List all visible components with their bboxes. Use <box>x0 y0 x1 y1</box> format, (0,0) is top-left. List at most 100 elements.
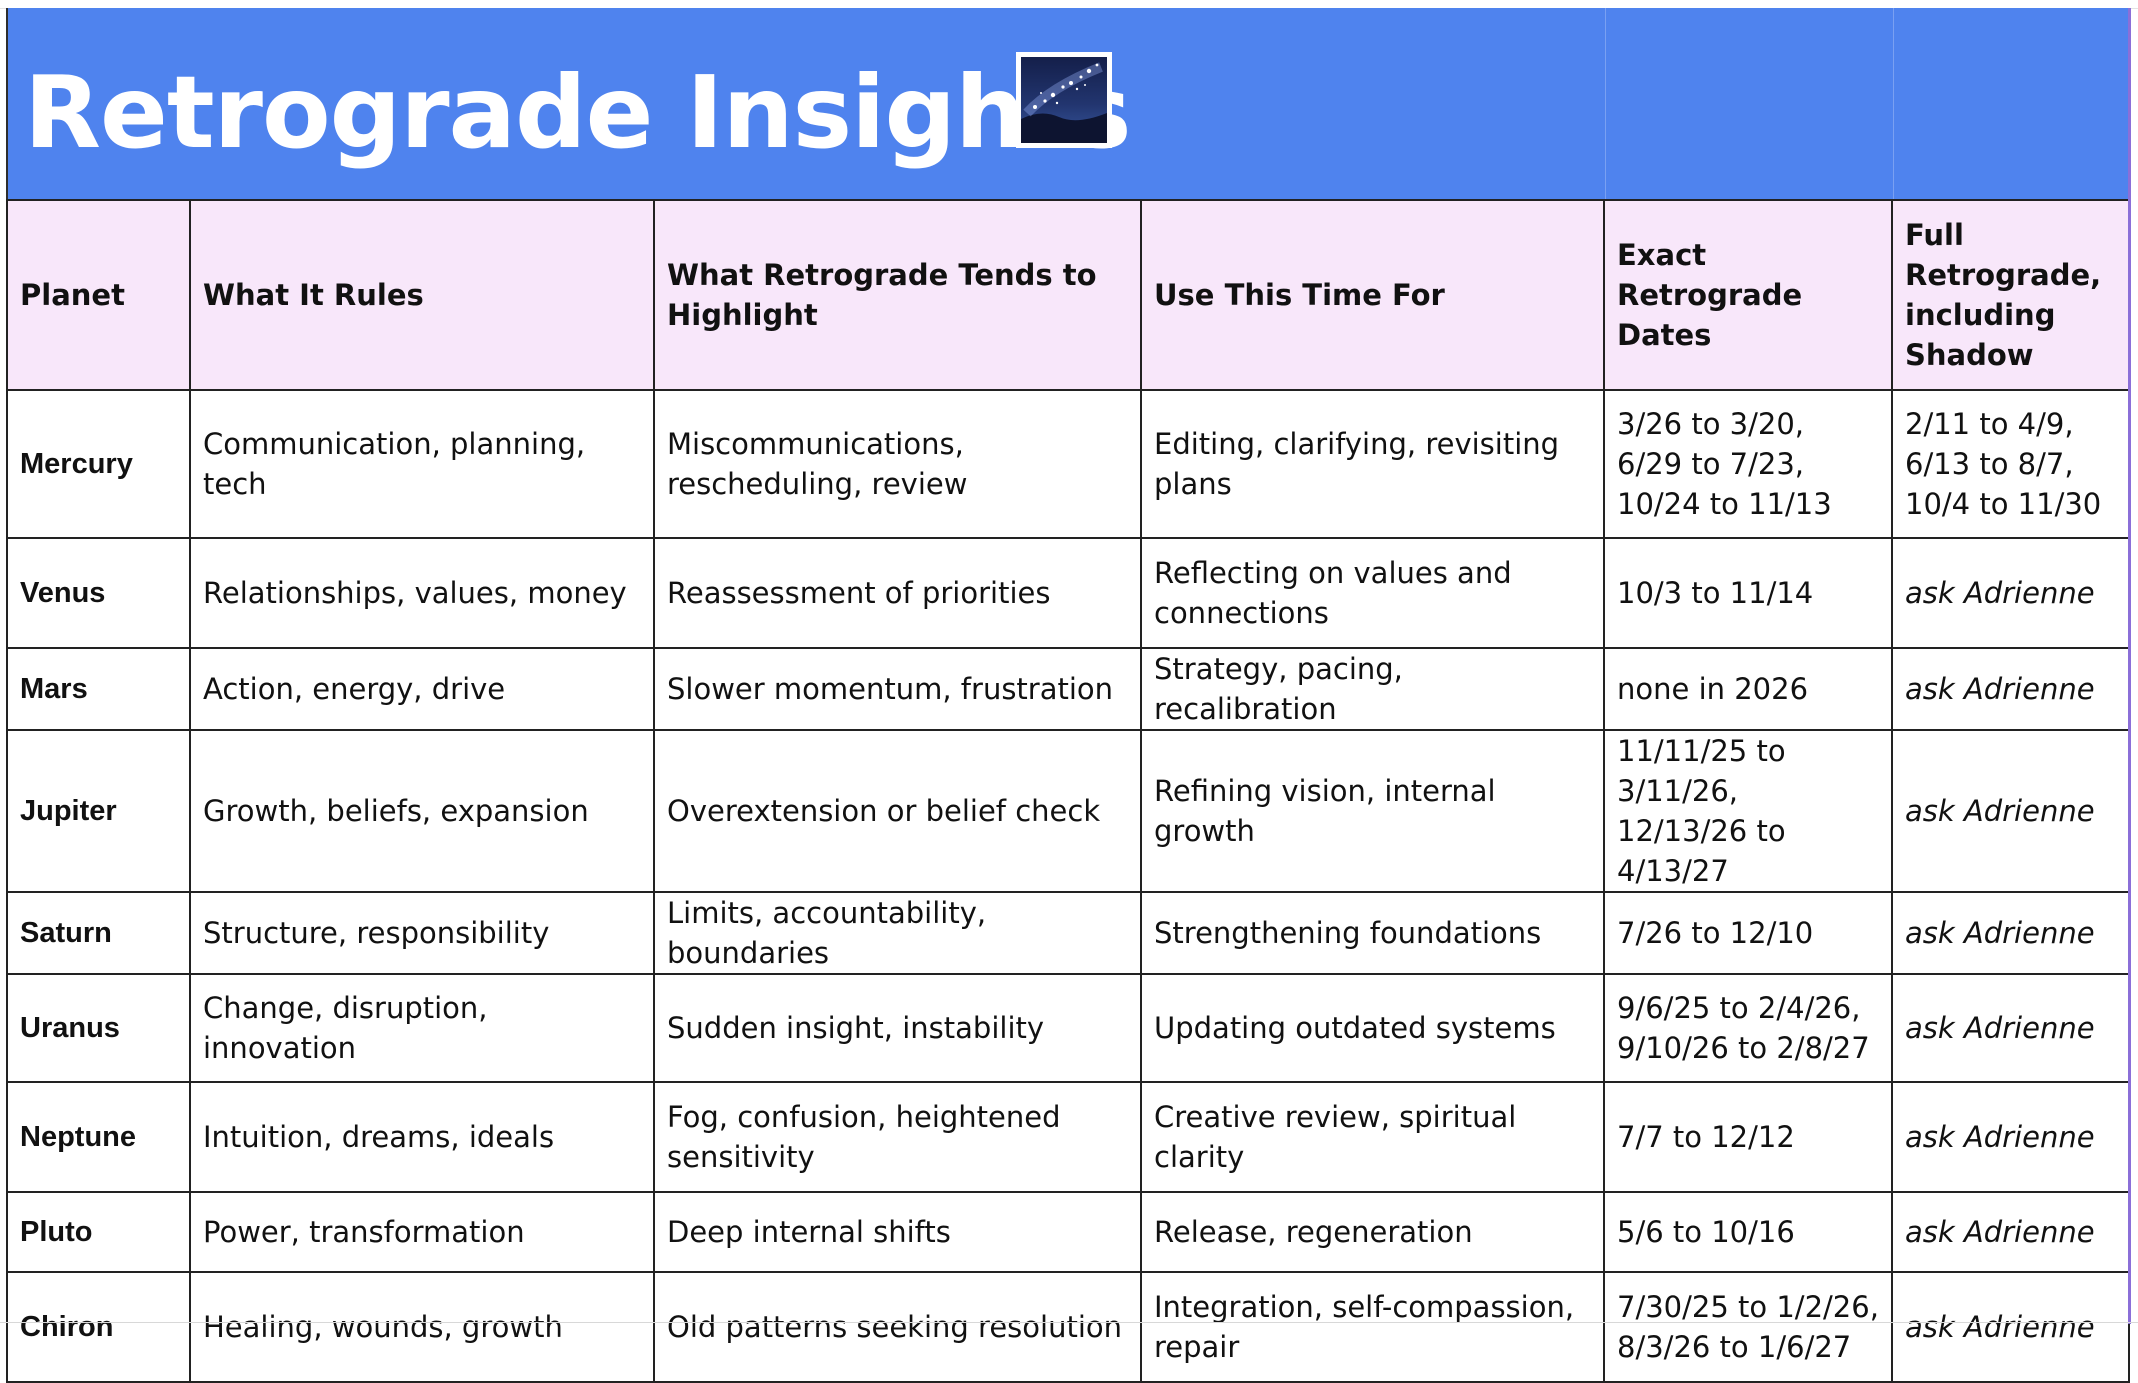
planet-cell[interactable]: Mars <box>6 647 191 731</box>
highlight-cell[interactable]: Overextension or belief check <box>653 729 1142 893</box>
shadow-range-line: ask Adrienne <box>1905 1011 2095 1045</box>
use-cell[interactable]: Editing, clarifying, revisiting plans <box>1140 389 1605 539</box>
highlight-cell[interactable]: Miscommunications, rescheduling, review <box>653 389 1142 539</box>
date-range-line: 7/26 to 12/10 <box>1617 916 1814 950</box>
header-row: Planet What It Rules What Retrograde Ten… <box>6 199 2130 391</box>
rules-cell[interactable]: Intuition, dreams, ideals <box>189 1081 655 1193</box>
rules-cell[interactable]: Relationships, values, money <box>189 537 655 649</box>
exact-dates-cell[interactable]: 3/26 to 3/20, 6/29 to 7/23, 10/24 to 11/13 <box>1603 389 1893 539</box>
planet-cell[interactable]: Chiron <box>6 1271 191 1383</box>
table-row: Venus Relationships, values, money Reasses… <box>6 537 2130 649</box>
highlight-cell[interactable]: Old patterns seeking resolution <box>653 1271 1142 1383</box>
sheet-bottom-gridline <box>0 1322 2138 1323</box>
date-range-line: 3/26 to 3/20, <box>1617 407 1805 441</box>
date-range-line: 10/24 to 11/13 <box>1617 487 1832 521</box>
exact-dates-cell[interactable]: none in 2026 <box>1603 647 1893 731</box>
full-shadow-cell[interactable]: ask Adrienne <box>1891 537 2130 649</box>
date-range-line: 10/3 to 11/14 <box>1617 576 1814 610</box>
rules-cell[interactable]: Change, disruption, innovation <box>189 973 655 1083</box>
date-range-line: 9/10/26 to 2/8/27 <box>1617 1031 1870 1065</box>
date-range-line: 5/6 to 10/16 <box>1617 1215 1795 1249</box>
rules-cell[interactable]: Healing, wounds, growth <box>189 1271 655 1383</box>
full-shadow-cell[interactable]: ask Adrienne <box>1891 647 2130 731</box>
use-cell[interactable]: Strategy, pacing, recalibration <box>1140 647 1605 731</box>
shadow-range-line: ask Adrienne <box>1905 1120 2095 1154</box>
banner-cell-divider <box>1893 8 1894 199</box>
planet-cell[interactable]: Venus <box>6 537 191 649</box>
use-cell[interactable]: Creative review, spiritual clarity <box>1140 1081 1605 1193</box>
rules-cell[interactable]: Power, transformation <box>189 1191 655 1273</box>
table-row: Mercury Communication, planning, tech Misc… <box>6 389 2130 539</box>
highlight-cell[interactable]: Slower momentum, frustration <box>653 647 1142 731</box>
exact-dates-cell[interactable]: 11/11/25 to 3/11/26, 12/13/26 to 4/13/27 <box>1603 729 1893 893</box>
rules-cell[interactable]: Structure, responsibility <box>189 891 655 975</box>
banner-cell-divider <box>1605 8 1606 199</box>
date-range-line: 7/7 to 12/12 <box>1617 1120 1795 1154</box>
use-cell[interactable]: Strengthening foundations <box>1140 891 1605 975</box>
exact-dates-cell[interactable]: 10/3 to 11/14 <box>1603 537 1893 649</box>
table-row: Saturn Structure, responsibility Limits, a… <box>6 891 2130 975</box>
use-cell[interactable]: Updating outdated systems <box>1140 973 1605 1083</box>
column-header-rules[interactable]: What It Rules <box>189 199 655 391</box>
highlight-cell[interactable]: Reassessment of priorities <box>653 537 1142 649</box>
highlight-cell[interactable]: Sudden insight, instability <box>653 973 1142 1083</box>
use-cell[interactable]: Release, regeneration <box>1140 1191 1605 1273</box>
date-range-line: none in 2026 <box>1617 672 1809 706</box>
highlight-cell[interactable]: Limits, accountability, boundaries <box>653 891 1142 975</box>
use-cell[interactable]: Refining vision, internal growth <box>1140 729 1605 893</box>
full-shadow-cell[interactable]: ask Adrienne <box>1891 1081 2130 1193</box>
exact-dates-cell[interactable]: 7/30/25 to 1/2/26, 8/3/26 to 1/6/27 <box>1603 1271 1893 1383</box>
shadow-range-line: 6/13 to 8/7, <box>1905 447 2074 481</box>
full-shadow-cell[interactable]: ask Adrienne <box>1891 1191 2130 1273</box>
planet-cell[interactable]: Pluto <box>6 1191 191 1273</box>
date-range-line: 8/3/26 to 1/6/27 <box>1617 1330 1852 1364</box>
retrograde-table: Planet What It Rules What Retrograde Ten… <box>6 199 2130 1383</box>
shadow-range-line: ask Adrienne <box>1905 1310 2095 1344</box>
shadow-range-line: 2/11 to 4/9, <box>1905 407 2074 441</box>
table-row: Mars Action, energy, drive Slower momentum… <box>6 647 2130 731</box>
table-row: Pluto Power, transformation Deep internal … <box>6 1191 2130 1273</box>
date-range-line: 12/13/26 to 4/13/27 <box>1617 814 1786 888</box>
column-header-exact-dates[interactable]: Exact Retrograde Dates <box>1603 199 1893 391</box>
column-header-highlight[interactable]: What Retrograde Tends to Highlight <box>653 199 1142 391</box>
date-range-line: 9/6/25 to 2/4/26, <box>1617 991 1861 1025</box>
spreadsheet: Retrograde Insights <box>6 8 2130 1383</box>
planet-cell[interactable]: Neptune <box>6 1081 191 1193</box>
exact-dates-cell[interactable]: 5/6 to 10/16 <box>1603 1191 1893 1273</box>
shadow-range-line: 10/4 to 11/30 <box>1905 487 2102 521</box>
planet-cell[interactable]: Mercury <box>6 389 191 539</box>
highlight-cell[interactable]: Deep internal shifts <box>653 1191 1142 1273</box>
table-row: Chiron Healing, wounds, growth Old pattern… <box>6 1271 2130 1383</box>
use-cell[interactable]: Reflecting on values and connections <box>1140 537 1605 649</box>
selection-edge <box>2128 8 2131 1324</box>
exact-dates-cell[interactable]: 7/26 to 12/10 <box>1603 891 1893 975</box>
full-shadow-cell[interactable]: ask Adrienne <box>1891 891 2130 975</box>
full-shadow-cell[interactable]: 2/11 to 4/9, 6/13 to 8/7, 10/4 to 11/30 <box>1891 389 2130 539</box>
exact-dates-cell[interactable]: 9/6/25 to 2/4/26, 9/10/26 to 2/8/27 <box>1603 973 1893 1083</box>
rules-cell[interactable]: Growth, beliefs, expansion <box>189 729 655 893</box>
column-header-full-shadow[interactable]: Full Retrograde, including Shadow <box>1891 199 2130 391</box>
full-shadow-cell[interactable]: ask Adrienne <box>1891 973 2130 1083</box>
milky-way-icon <box>1016 52 1112 148</box>
rules-cell[interactable]: Action, energy, drive <box>189 647 655 731</box>
table-row: Neptune Intuition, dreams, ideals Fog, con… <box>6 1081 2130 1193</box>
planet-cell[interactable]: Jupiter <box>6 729 191 893</box>
highlight-cell[interactable]: Fog, confusion, heightened sensitivity <box>653 1081 1142 1193</box>
shadow-range-line: ask Adrienne <box>1905 576 2095 610</box>
full-shadow-cell[interactable]: ask Adrienne <box>1891 1271 2130 1383</box>
exact-dates-cell[interactable]: 7/7 to 12/12 <box>1603 1081 1893 1193</box>
full-shadow-cell[interactable]: ask Adrienne <box>1891 729 2130 893</box>
rules-cell[interactable]: Communication, planning, tech <box>189 389 655 539</box>
date-range-line: 11/11/25 to 3/11/26, <box>1617 734 1786 808</box>
page-title: Retrograde Insights <box>24 54 1132 171</box>
planet-cell[interactable]: Saturn <box>6 891 191 975</box>
table-row: Jupiter Growth, beliefs, expansion Overext… <box>6 729 2130 893</box>
column-header-use[interactable]: Use This Time For <box>1140 199 1605 391</box>
shadow-range-line: ask Adrienne <box>1905 794 2095 828</box>
column-header-planet[interactable]: Planet <box>6 199 191 391</box>
planet-cell[interactable]: Uranus <box>6 973 191 1083</box>
shadow-range-line: ask Adrienne <box>1905 916 2095 950</box>
date-range-line: 7/30/25 to 1/2/26, <box>1617 1290 1879 1324</box>
use-cell[interactable]: Integration, self-compassion, repair <box>1140 1271 1605 1383</box>
title-banner[interactable]: Retrograde Insights <box>6 8 2128 199</box>
